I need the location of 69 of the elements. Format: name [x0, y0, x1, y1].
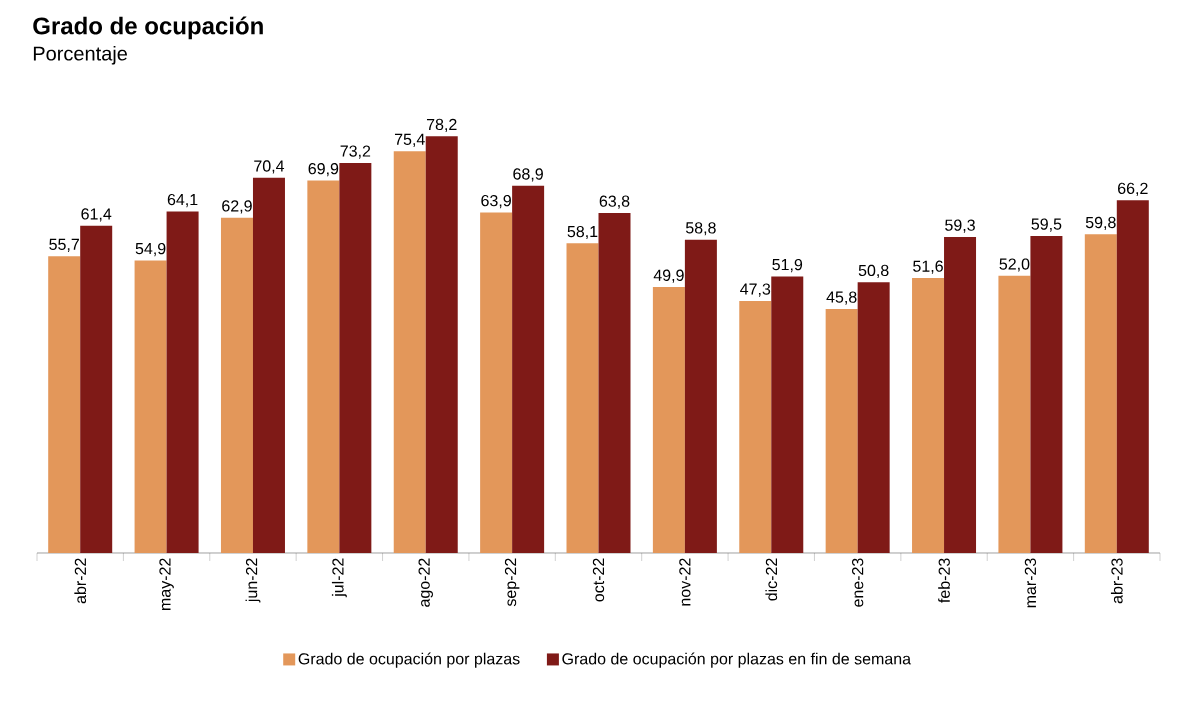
legend-label: Grado de ocupación por plazas en fin de semana: [562, 652, 912, 668]
data-label: 59,3: [945, 219, 975, 233]
data-label: 63,8: [599, 195, 630, 209]
legend-label: Grado de ocupación por plazas: [298, 652, 520, 668]
data-label: 63,9: [481, 194, 511, 209]
data-label: 47,3: [740, 283, 771, 297]
x-tick-label: nov-22: [679, 558, 691, 606]
x-tick-label: sep-22: [504, 558, 520, 607]
bar: [652, 287, 685, 553]
bar: [134, 260, 167, 553]
x-tick-label: abr-23: [1110, 558, 1123, 604]
data-label: 73,2: [340, 145, 371, 159]
x-tick-label: feb-23: [938, 558, 950, 603]
bar: [252, 177, 285, 553]
data-label: 45,8: [826, 291, 857, 305]
data-label: 68,9: [513, 168, 543, 182]
bar: [425, 136, 458, 553]
data-label: 59,8: [1085, 216, 1116, 231]
bar: [80, 225, 113, 553]
bar: [771, 276, 804, 553]
data-label: 64,1: [167, 193, 198, 208]
bar: [339, 162, 372, 553]
data-label: 52,0: [999, 258, 1030, 272]
x-tick-label: jul-22: [331, 558, 347, 598]
x-tick-label: may-22: [159, 558, 174, 610]
data-label: 59,5: [1031, 218, 1062, 232]
bar: [220, 217, 253, 553]
bar: [944, 236, 977, 553]
bar: [739, 300, 772, 553]
bar: [166, 211, 199, 553]
data-label: 50,8: [858, 264, 889, 278]
bar: [480, 212, 513, 553]
data-label: 69,9: [308, 163, 339, 177]
bar: [1116, 200, 1149, 553]
data-label: 51,6: [913, 260, 943, 274]
chart-subtitle: Porcentaje: [33, 45, 127, 65]
bar: [912, 278, 945, 553]
bar: [998, 275, 1031, 553]
data-label: 55,7: [49, 238, 79, 252]
bar: [512, 185, 545, 553]
bar: [825, 308, 858, 553]
bar: [598, 212, 631, 553]
x-tick-label: dic-22: [765, 558, 778, 601]
x-tick-label: ene-23: [852, 558, 864, 607]
bar: [48, 256, 81, 553]
x-tick-label: ago-22: [418, 558, 433, 607]
data-label: 54,9: [135, 242, 166, 257]
data-label: 78,2: [426, 118, 457, 132]
bar: [566, 243, 599, 553]
data-label: 61,4: [81, 208, 112, 222]
bar: [307, 180, 340, 553]
data-label: 70,4: [254, 160, 285, 174]
chart-title: Grado de ocupación: [33, 16, 263, 40]
x-tick-label: jun-22: [245, 558, 261, 603]
bar: [684, 239, 717, 553]
data-label: 58,8: [685, 222, 716, 236]
x-tick-label: abr-22: [74, 558, 87, 604]
data-label: 49,9: [653, 269, 684, 283]
data-label: 62,9: [222, 200, 252, 214]
x-tick-label: oct-22: [592, 558, 605, 602]
bar: [1030, 235, 1063, 553]
data-label: 66,2: [1118, 182, 1148, 196]
data-label: 75,4: [394, 133, 425, 147]
data-label: 58,1: [567, 225, 598, 240]
bar: [857, 282, 890, 553]
x-tick-label: mar-23: [1024, 558, 1037, 608]
bar: [1084, 234, 1117, 553]
data-label: 51,9: [772, 258, 803, 273]
bar: [393, 151, 426, 553]
